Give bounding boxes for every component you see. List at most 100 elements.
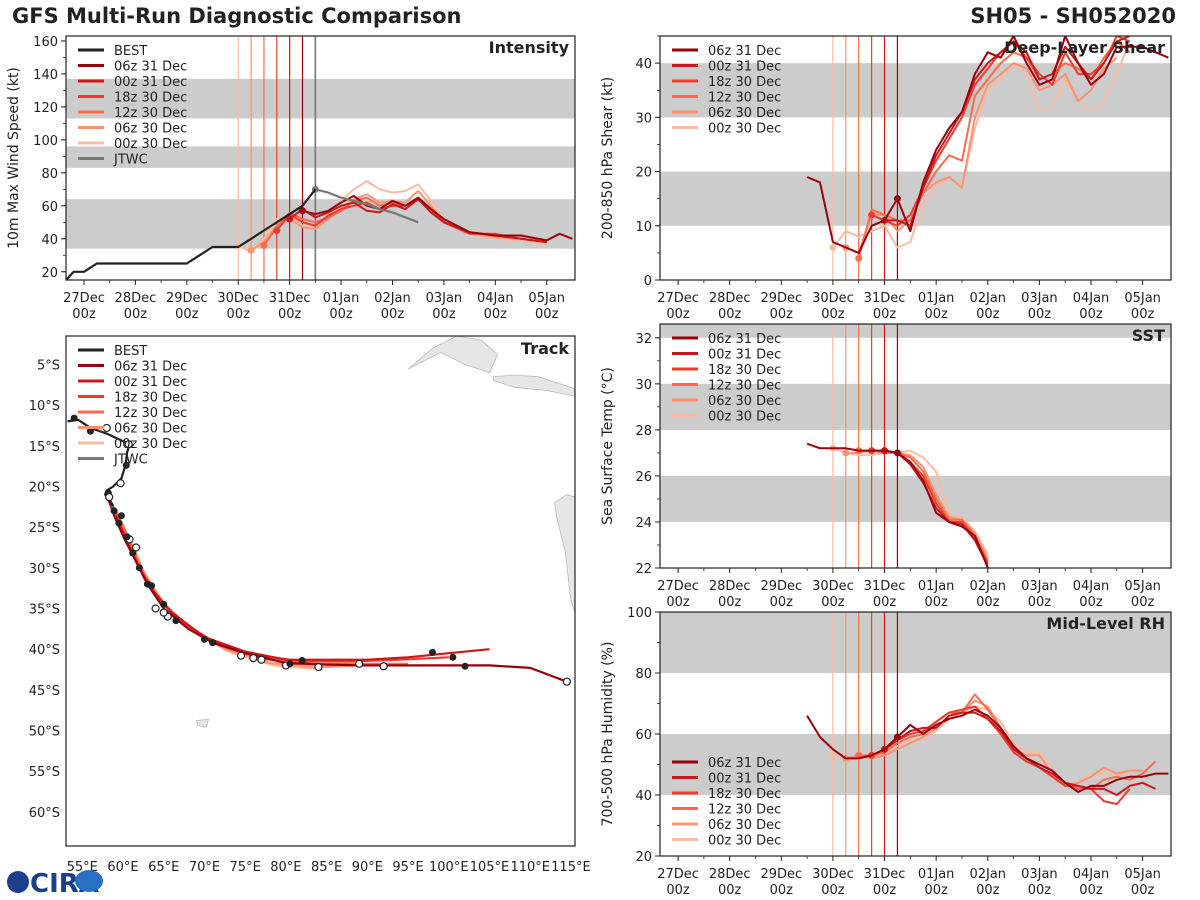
shear-title: Deep-Layer Shear	[1004, 38, 1165, 57]
rh-ytick-label: 60	[635, 728, 652, 743]
rh-xtick-label-day: 31Dec	[864, 867, 906, 882]
track-legend-label-00z-31-dec: 00z 31 Dec	[114, 375, 187, 390]
sst-init-marker-06z-31-dec	[893, 449, 901, 457]
intensity-xtick-label-day: 04Jan	[477, 291, 514, 306]
track-landmass	[195, 718, 210, 728]
intensity-panel: 2040608010012014016027Dec00z28Dec00z29De…	[6, 35, 576, 322]
intensity-legend-label-best: BEST	[114, 44, 147, 59]
track-legend-label-00z-30-dec: 00z 30 Dec	[114, 437, 187, 452]
rh-xtick-label-hour: 00z	[924, 883, 948, 898]
rh-ytick-label: 20	[635, 850, 652, 865]
shear-init-marker-12z-30-dec	[855, 254, 863, 262]
intensity-frame	[65, 35, 576, 281]
shear-xtick-label-day: 04Jan	[1073, 291, 1110, 306]
shear-init-marker-06z-31-dec	[893, 195, 901, 203]
intensity-ylabel: 10m Max Wind Speed (kt)	[6, 67, 22, 249]
intensity-legend-label-00z-31-dec: 00z 31 Dec	[114, 75, 187, 90]
shear-xtick-label-day: 27Dec	[657, 291, 699, 306]
track-marker-open-12z-30-dec	[355, 659, 364, 668]
track-marker-open-06z-31-dec	[562, 677, 571, 686]
intensity-ytick-label: 80	[41, 167, 58, 182]
track-legend-label-06z-31-dec: 06z 31 Dec	[114, 360, 187, 375]
shear-xtick-label-hour: 00z	[718, 307, 742, 322]
rh-ylabel: 700-500 hPa Humidity (%)	[600, 642, 616, 827]
shear-ytick-label: 30	[635, 111, 652, 126]
sst-legend-label-12z-30-dec: 12z 30 Dec	[708, 379, 781, 394]
sst-xtick-label-day: 31Dec	[864, 579, 906, 594]
rh-title: Mid-Level RH	[1046, 614, 1165, 633]
intensity-xtick-label-hour: 00z	[329, 307, 353, 322]
track-xtick-label: 65°E	[148, 860, 179, 875]
shear-legend-label-00z-30-dec: 00z 30 Dec	[708, 122, 781, 137]
track-marker-filled-00z-31-dec	[160, 600, 168, 608]
track-marker-filled-06z-31-dec	[129, 549, 137, 557]
intensity-init-marker-06z-30-dec	[247, 246, 255, 254]
sst-legend-label-18z-30-dec: 18z 30 Dec	[708, 363, 781, 378]
logo-emblem-icon	[75, 870, 103, 892]
rh-xtick-label-hour: 00z	[1131, 883, 1155, 898]
intensity-init-marker-18z-30-dec	[273, 227, 281, 235]
track-title: Track	[521, 339, 569, 358]
track-xtick-label: 100°E	[429, 860, 469, 875]
track-marker-open-12z-30-dec	[257, 655, 266, 664]
track-marker-open-06z-30-dec	[249, 654, 258, 663]
sst-legend-label-00z-31-dec: 00z 31 Dec	[708, 348, 781, 363]
track-landmass	[493, 374, 575, 397]
rh-xtick-label-hour: 00z	[1028, 883, 1052, 898]
rh-xtick-label-day: 02Jan	[969, 867, 1006, 882]
track-xtick-label: 90°E	[352, 860, 383, 875]
intensity-legend-label-jtwc: JTWC	[113, 153, 148, 168]
intensity-ytick-label: 160	[33, 35, 58, 50]
sst-xtick-label-day: 29Dec	[760, 579, 802, 594]
track-marker-filled-06z-31-dec	[286, 660, 294, 668]
sst-ytick-label: 26	[635, 470, 652, 485]
rh-init-marker-06z-31-dec	[893, 733, 901, 741]
intensity-ytick-label: 140	[33, 68, 58, 83]
sst-xtick-label-hour: 00z	[1079, 595, 1103, 610]
track-xtick-label: 80°E	[270, 860, 301, 875]
shear-xtick-label-day: 02Jan	[969, 291, 1006, 306]
sst-xtick-label-day: 28Dec	[709, 579, 751, 594]
intensity-xtick-label-hour: 00z	[535, 307, 559, 322]
shear-band	[660, 171, 1171, 226]
rh-ytick-label: 40	[635, 789, 652, 804]
shear-xtick-label-hour: 00z	[1079, 307, 1103, 322]
shear-xtick-label-day: 03Jan	[1021, 291, 1058, 306]
rh-xtick-label-hour: 00z	[770, 883, 794, 898]
rh-legend-label-12z-30-dec: 12z 30 Dec	[708, 803, 781, 818]
sst-plot-area	[660, 324, 1171, 568]
rh-xtick-label-day: 29Dec	[760, 867, 802, 882]
intensity-xtick-label-hour: 00z	[72, 307, 96, 322]
sst-xtick-label-day: 01Jan	[918, 579, 955, 594]
shear-xtick-label-day: 30Dec	[812, 291, 854, 306]
sst-legend-label-06z-31-dec: 06z 31 Dec	[708, 332, 781, 347]
track-plot-area	[67, 336, 575, 728]
track-marker-filled-best	[86, 427, 94, 435]
shear-xtick-label-hour: 00z	[666, 307, 690, 322]
shear-init-marker-00z-30-dec	[829, 243, 837, 251]
track-xtick-label: 85°E	[311, 860, 342, 875]
track-legend-label-06z-30-dec: 06z 30 Dec	[114, 422, 187, 437]
track-marker-filled-06z-31-dec	[461, 662, 469, 670]
track-ytick-label: 25°S	[29, 521, 60, 536]
sst-ytick-label: 22	[635, 562, 652, 577]
sst-legend-label-00z-30-dec: 00z 30 Dec	[708, 410, 781, 425]
track-marker-open-06z-30-dec	[379, 662, 388, 671]
track-marker-filled-06z-31-dec	[148, 582, 156, 590]
shear-ytick-label: 0	[644, 274, 652, 289]
track-series-06z-31-dec	[105, 494, 568, 683]
shear-xtick-label-hour: 00z	[1131, 307, 1155, 322]
sst-xtick-label-hour: 00z	[924, 595, 948, 610]
shear-xtick-label-day: 28Dec	[709, 291, 751, 306]
intensity-series-jtwc	[315, 188, 419, 224]
shear-panel: 01020304027Dec00z28Dec00z29Dec00z30Dec00…	[600, 35, 1172, 322]
intensity-xtick-label-day: 02Jan	[374, 291, 411, 306]
sst-xtick-label-hour: 00z	[770, 595, 794, 610]
intensity-series-best	[66, 188, 317, 280]
shear-xtick-label-hour: 00z	[976, 307, 1000, 322]
track-xtick-label: 95°E	[392, 860, 423, 875]
track-marker-filled-jtwc	[110, 507, 118, 515]
intensity-legend-label-18z-30-dec: 18z 30 Dec	[114, 91, 187, 106]
